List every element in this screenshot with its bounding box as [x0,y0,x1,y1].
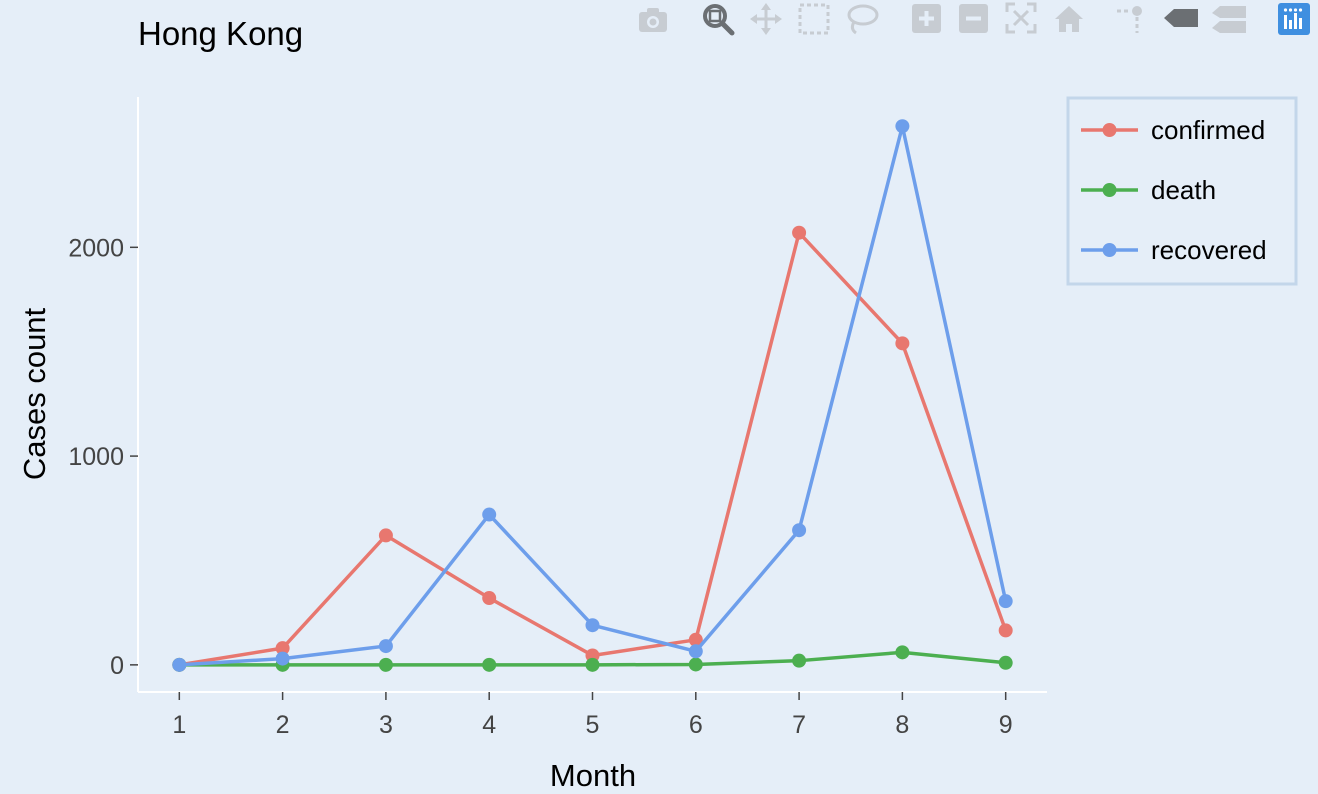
legend-marker-death [1102,183,1117,197]
x-tick-label: 2 [276,711,290,739]
data-point-confirmed[interactable] [482,591,497,606]
plot-area [172,119,1013,672]
chart-title: Hong Kong [138,15,303,52]
legend-item-recovered[interactable]: recovered [1081,235,1267,265]
x-tick-label: 7 [792,711,806,739]
data-point-death[interactable] [688,657,703,672]
y-axis-ticks: 0 1000 2000 [68,234,138,680]
zoom-in-icon[interactable] [912,4,941,33]
data-point-recovered[interactable] [482,507,497,522]
data-point-death[interactable] [585,657,600,672]
data-point-recovered[interactable] [688,644,703,659]
x-tick-label: 4 [482,711,496,739]
hover-compare-icon[interactable] [1212,6,1246,33]
series-recovered [172,119,1013,672]
x-tick-label: 9 [999,711,1013,739]
autoscale-icon[interactable] [1005,2,1037,34]
x-axis-ticks: 1 2 3 4 5 6 7 8 9 [172,692,1013,739]
x-tick-label: 6 [689,711,703,739]
data-point-confirmed[interactable] [998,623,1013,638]
hover-closest-icon[interactable] [1164,9,1198,27]
legend-item-death[interactable]: death [1081,175,1216,205]
lasso-select-icon[interactable] [847,4,879,35]
reset-axes-icon[interactable] [1055,6,1083,32]
series-line-recovered [179,124,1008,667]
data-point-recovered[interactable] [275,651,290,666]
x-tick-label: 1 [172,711,186,739]
modebar [639,2,1310,36]
y-tick-label: 1000 [68,443,124,471]
legend: confirmed death recovered [1066,96,1298,286]
box-select-icon[interactable] [798,3,830,35]
series-line-confirmed [179,230,1008,667]
zoom-out-icon[interactable] [959,4,988,33]
series-confirmed [172,225,1013,672]
legend-marker-recovered [1102,243,1117,257]
zoom-icon[interactable] [703,4,735,36]
plotly-logo-icon[interactable] [1278,3,1310,35]
data-point-recovered[interactable] [378,639,393,654]
legend-item-confirmed[interactable]: confirmed [1081,115,1265,145]
data-point-confirmed[interactable] [275,641,290,656]
data-point-confirmed[interactable] [895,336,910,351]
data-point-confirmed[interactable] [378,528,393,543]
x-tick-label: 3 [379,711,393,739]
data-point-confirmed[interactable] [792,225,807,240]
legend-label: recovered [1151,235,1267,265]
x-tick-label: 8 [895,711,909,739]
legend-label: death [1151,175,1216,205]
y-axis-title: Cases count [17,307,52,480]
y-tick-label: 2000 [68,234,124,262]
data-point-death[interactable] [998,655,1013,670]
data-point-recovered[interactable] [792,523,807,538]
toggle-spike-lines-icon[interactable] [1117,6,1142,33]
legend-marker-confirmed [1102,123,1117,137]
data-point-recovered[interactable] [585,618,600,633]
data-point-recovered[interactable] [172,657,187,672]
legend-label: confirmed [1151,115,1265,145]
download-plot-icon[interactable] [639,8,667,32]
data-point-recovered[interactable] [895,119,910,134]
data-point-death[interactable] [792,653,807,668]
data-point-death[interactable] [482,657,497,672]
data-point-confirmed[interactable] [688,632,703,647]
x-tick-label: 5 [586,711,600,739]
x-axis-title: Month [550,758,636,793]
y-tick-label: 0 [110,652,124,680]
data-point-death[interactable] [378,657,393,672]
data-point-death[interactable] [895,645,910,660]
data-point-recovered[interactable] [998,594,1013,609]
pan-icon[interactable] [750,3,782,35]
